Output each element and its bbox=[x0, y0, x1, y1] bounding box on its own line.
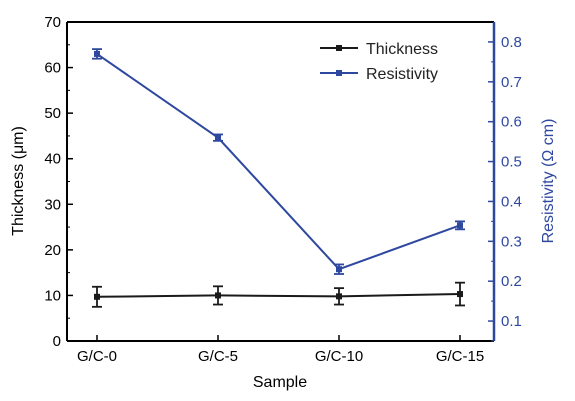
right-tick-label: 0.8 bbox=[501, 34, 522, 51]
series-thickness bbox=[92, 281, 465, 308]
left-tick-label: 10 bbox=[44, 287, 61, 304]
legend-label: Resistivity bbox=[366, 66, 438, 83]
right-tick-label: 0.7 bbox=[501, 74, 522, 91]
data-point bbox=[457, 222, 463, 229]
right-tick-label: 0.3 bbox=[501, 233, 522, 250]
data-point bbox=[94, 293, 100, 300]
left-tick-label: 0 bbox=[53, 333, 61, 350]
left-tick-label: 60 bbox=[44, 60, 61, 77]
x-tick-label: G/C-15 bbox=[436, 348, 484, 365]
series-line bbox=[96, 293, 461, 298]
data-point bbox=[215, 292, 221, 299]
left-tick-label: 20 bbox=[44, 242, 61, 259]
legend: Thickness Resistivity bbox=[320, 41, 438, 83]
right-y-axis-title: Resistivity (Ω cm) bbox=[540, 119, 557, 244]
series-resistivity bbox=[92, 48, 465, 275]
legend-label: Thickness bbox=[366, 41, 438, 58]
data-point bbox=[94, 50, 100, 57]
series-line bbox=[96, 53, 461, 271]
right-tick-label: 0.5 bbox=[501, 154, 522, 171]
series-layer bbox=[92, 48, 465, 308]
data-point bbox=[215, 134, 221, 141]
left-tick-label: 70 bbox=[44, 14, 61, 31]
legend-marker bbox=[336, 70, 342, 76]
data-point bbox=[336, 293, 342, 300]
x-tick-label: G/C-5 bbox=[198, 348, 238, 365]
right-y-axis: 0.1 0.2 0.3 0.4 0.5 0.6 0.7 0.8 bbox=[488, 34, 522, 342]
left-tick-label: 30 bbox=[44, 196, 61, 213]
right-tick-label: 0.4 bbox=[501, 193, 522, 210]
x-axis-title: Sample bbox=[253, 374, 307, 391]
right-tick-label: 0.6 bbox=[501, 114, 522, 131]
left-tick-label: 50 bbox=[44, 105, 61, 122]
left-y-axis: 0 10 20 30 40 50 60 70 bbox=[44, 14, 73, 350]
right-tick-label: 0.2 bbox=[501, 273, 522, 290]
data-point bbox=[457, 291, 463, 298]
left-y-axis-title: Thickness (μm) bbox=[10, 126, 27, 236]
x-tick-label: G/C-10 bbox=[315, 348, 363, 365]
x-axis: G/C-0 G/C-5 G/C-10 G/C-15 bbox=[77, 335, 484, 365]
right-tick-label: 0.1 bbox=[501, 313, 522, 330]
left-tick-label: 40 bbox=[44, 151, 61, 168]
data-point bbox=[336, 266, 342, 273]
legend-marker bbox=[336, 45, 342, 51]
x-tick-label: G/C-0 bbox=[77, 348, 117, 365]
